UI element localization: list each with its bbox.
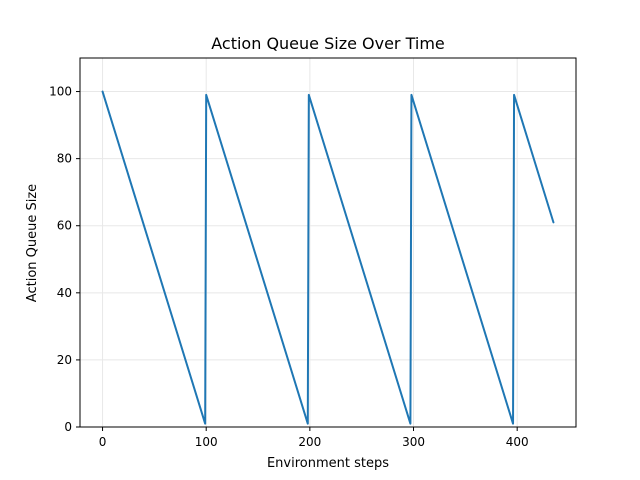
y-tick-label: 60 [57, 219, 72, 233]
x-tick-label: 400 [506, 435, 529, 449]
y-axis-label: Action Queue Size [25, 184, 40, 302]
axis-ticks: 0 100 200 300 400 0 20 40 60 80 100 [49, 85, 529, 449]
x-axis-label: Environment steps [267, 456, 389, 471]
y-tick-label: 0 [64, 420, 72, 434]
x-tick-label: 0 [99, 435, 107, 449]
chart-title: Action Queue Size Over Time [211, 34, 445, 53]
y-tick-label: 80 [57, 152, 72, 166]
y-tick-label: 20 [57, 353, 72, 367]
queue-size-series-line [101, 90, 555, 425]
x-tick-label: 100 [195, 435, 218, 449]
series-layer [101, 90, 555, 425]
plot-frame [79, 57, 577, 428]
x-tick-label: 200 [298, 435, 321, 449]
y-tick-label: 100 [49, 85, 72, 99]
x-tick-label: 300 [402, 435, 425, 449]
y-tick-label: 40 [57, 286, 72, 300]
